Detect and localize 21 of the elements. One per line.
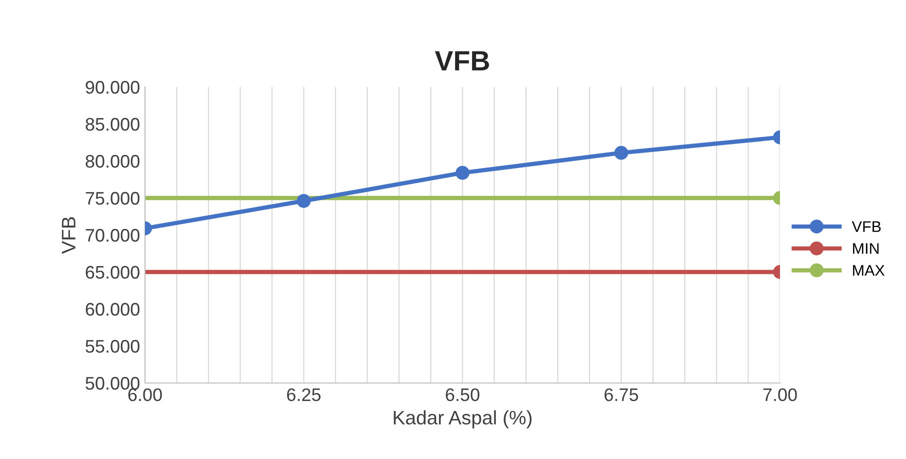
chart-title: VFB	[434, 51, 490, 70]
x-tick-label: 6.50	[446, 388, 480, 402]
legend-label: MAX	[853, 265, 885, 276]
legend-label: VFB	[852, 221, 881, 232]
legend-label: MIN	[853, 243, 879, 254]
y-tick-label: 60.000	[86, 302, 140, 316]
y-tick-label: 50.000	[86, 376, 140, 390]
x-axis-title: Kadar Aspal (%)	[394, 410, 532, 428]
y-tick-label: 80.000	[86, 154, 140, 168]
y-axis-title: VFB	[62, 217, 76, 254]
x-tick-label: 6.00	[128, 388, 162, 402]
y-tick-label: 85.000	[86, 118, 140, 131]
y-tick-label: 90.000	[86, 80, 140, 94]
x-tick-label: 6.75	[604, 388, 638, 402]
y-tick-label: 70.000	[86, 228, 140, 242]
point	[456, 166, 470, 180]
x-tick-label: 6.25	[287, 388, 321, 402]
y-tick-label: 65.000	[86, 266, 140, 279]
y-tick-label: 55.000	[86, 340, 140, 353]
y-tick-label: 75.000	[86, 192, 140, 205]
x-tick-label: 7.00	[763, 388, 797, 402]
